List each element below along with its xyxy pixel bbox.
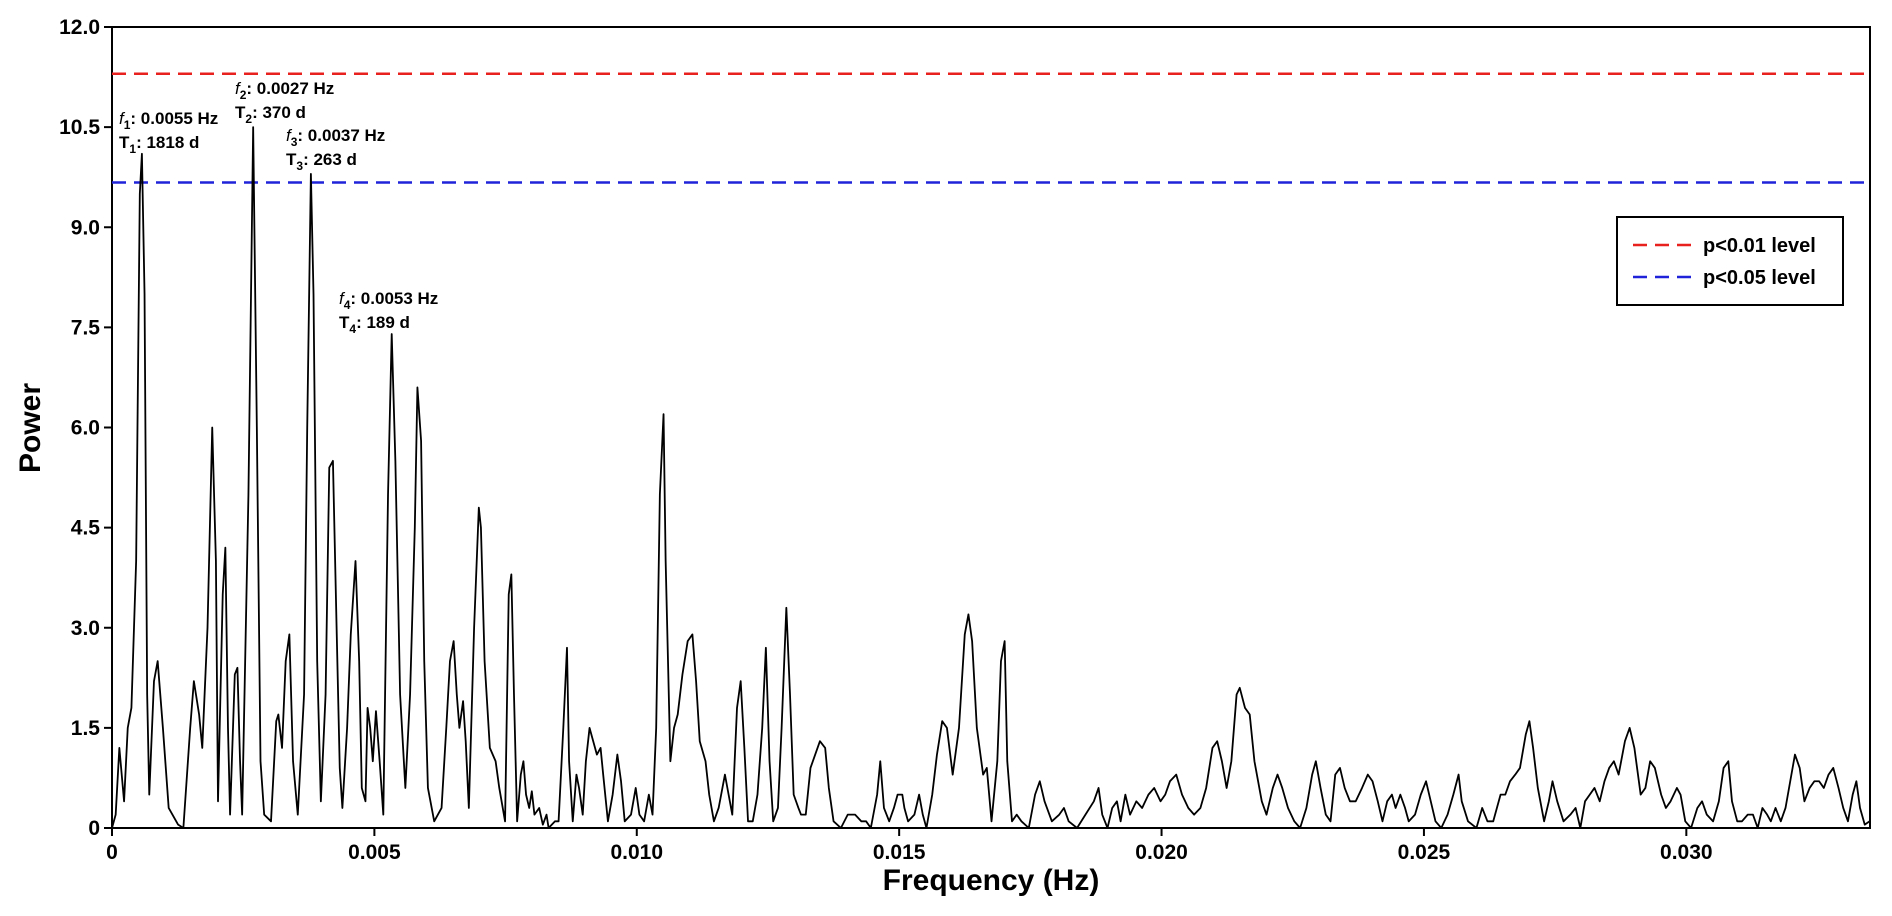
legend-box (1616, 216, 1844, 306)
annotation-symbol: f (339, 289, 346, 308)
annotation-text: f3: 0.0037 Hz (286, 126, 385, 149)
annotation-value: : 0.0055 Hz (130, 109, 218, 128)
annotation-text: f2: 0.0027 Hz (235, 79, 334, 102)
x-tick-label: 0 (106, 841, 118, 864)
annotation-value: : 370 d (252, 103, 306, 122)
y-tick-label: 1.5 (71, 717, 101, 740)
annotation-subscript: 3 (291, 135, 298, 149)
annotation-text: T4: 189 d (339, 313, 410, 336)
y-tick-label: 3.0 (71, 617, 100, 640)
annotation-subscript: 3 (296, 159, 303, 173)
annotation-text: T2: 370 d (235, 103, 306, 126)
y-axis-title: Power (14, 383, 47, 473)
annotation-symbol: T (339, 313, 350, 332)
annotation-subscript: 2 (240, 88, 247, 102)
annotation-value: : 0.0027 Hz (246, 79, 334, 98)
annotation-value: : 189 d (356, 313, 410, 332)
x-tick-label: 0.025 (1398, 841, 1451, 864)
annotation-symbol: T (235, 103, 246, 122)
annotation-subscript: 1 (124, 118, 131, 132)
x-tick-label: 0.010 (610, 841, 663, 864)
annotation-value: : 263 d (303, 150, 357, 169)
annotation-text: T1: 1818 d (119, 133, 199, 156)
periodogram-line (111, 126, 1870, 829)
y-tick-label: 6.0 (71, 417, 100, 440)
annotation-subscript: 2 (245, 112, 252, 126)
annotation-symbol: T (119, 133, 130, 152)
plot-frame (111, 26, 1871, 829)
x-tick-label: 0.020 (1135, 841, 1188, 864)
y-tick-label: 10.5 (59, 116, 100, 139)
y-tick-label: 0 (88, 817, 100, 840)
annotation-value: : 1818 d (136, 133, 199, 152)
x-tick-label: 0.015 (873, 841, 926, 864)
annotation-text: f4: 0.0053 Hz (339, 289, 438, 312)
annotation-subscript: 1 (129, 142, 136, 156)
annotation-text: T3: 263 d (286, 150, 357, 173)
x-tick-label: 0.005 (348, 841, 401, 864)
annotation-symbol: T (286, 150, 297, 169)
annotation-value: : 0.0037 Hz (297, 126, 385, 145)
annotation-value: : 0.0053 Hz (350, 289, 438, 308)
annotation-symbol: f (235, 79, 242, 98)
y-tick-label: 4.5 (71, 517, 101, 540)
y-tick-label: 7.5 (71, 316, 101, 339)
y-tick-label: 9.0 (71, 216, 100, 239)
annotation-symbol: f (119, 109, 126, 128)
legend-label: p<0.01 level (1703, 235, 1816, 257)
x-axis-title: Frequency (Hz) (883, 864, 1100, 897)
annotation-subscript: 4 (349, 322, 356, 336)
y-tick-label: 12.0 (59, 16, 100, 39)
annotation-text: f1: 0.0055 Hz (119, 109, 218, 132)
x-tick-label: 0.030 (1660, 841, 1713, 864)
legend-label: p<0.05 level (1703, 267, 1816, 289)
annotation-subscript: 4 (344, 298, 351, 312)
annotation-symbol: f (286, 126, 293, 145)
